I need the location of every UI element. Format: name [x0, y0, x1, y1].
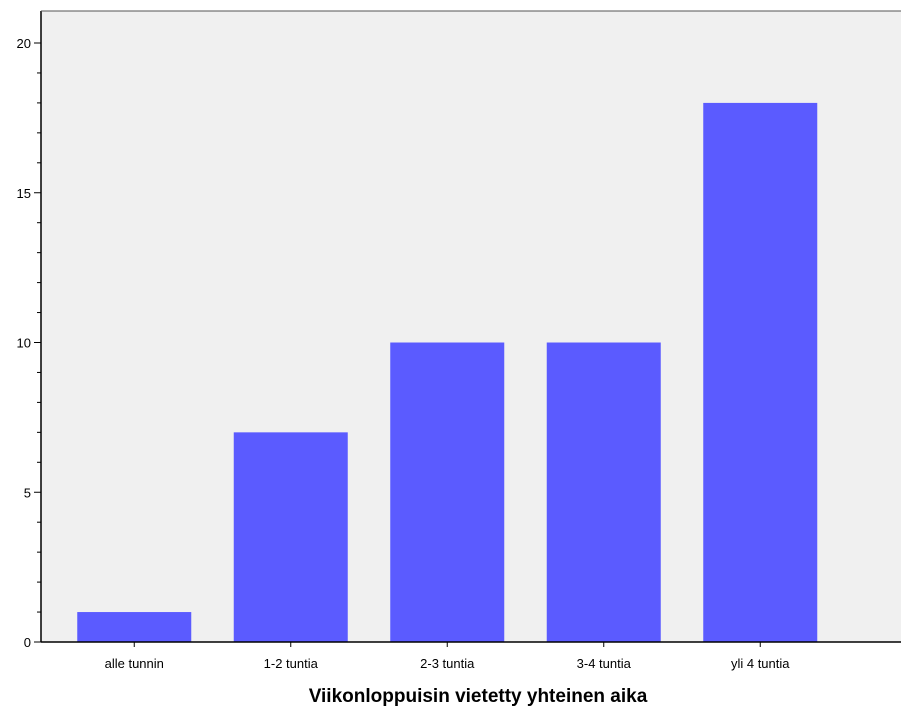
x-tick-label: alle tunnin: [105, 656, 164, 671]
y-tick-label: 5: [24, 485, 31, 500]
x-tick-label: 3-4 tuntia: [577, 656, 632, 671]
x-tick-label: 1-2 tuntia: [264, 656, 319, 671]
x-tick-label: yli 4 tuntia: [731, 656, 790, 671]
x-tick-label: 2-3 tuntia: [420, 656, 475, 671]
y-tick-label: 15: [17, 186, 31, 201]
bar-2-3-tuntia: [390, 342, 505, 642]
bars-group: [77, 102, 818, 642]
y-tick-label: 10: [17, 336, 31, 351]
y-tick-label: 0: [24, 635, 31, 650]
y-tick-label: 20: [17, 36, 31, 51]
bar-yli-4-tuntia: [703, 102, 818, 642]
bar-alle-tunnin: [77, 612, 192, 642]
axes-group: [34, 10, 901, 647]
labels-group: alle tunnin 1-2 tuntia 2-3 tuntia 3-4 tunti…: [17, 36, 791, 671]
bar-1-2-tuntia: [233, 432, 348, 642]
x-axis-title: Viikonloppuisin vietetty yhteinen aika: [309, 686, 648, 707]
bar-3-4-tuntia: [546, 342, 661, 642]
